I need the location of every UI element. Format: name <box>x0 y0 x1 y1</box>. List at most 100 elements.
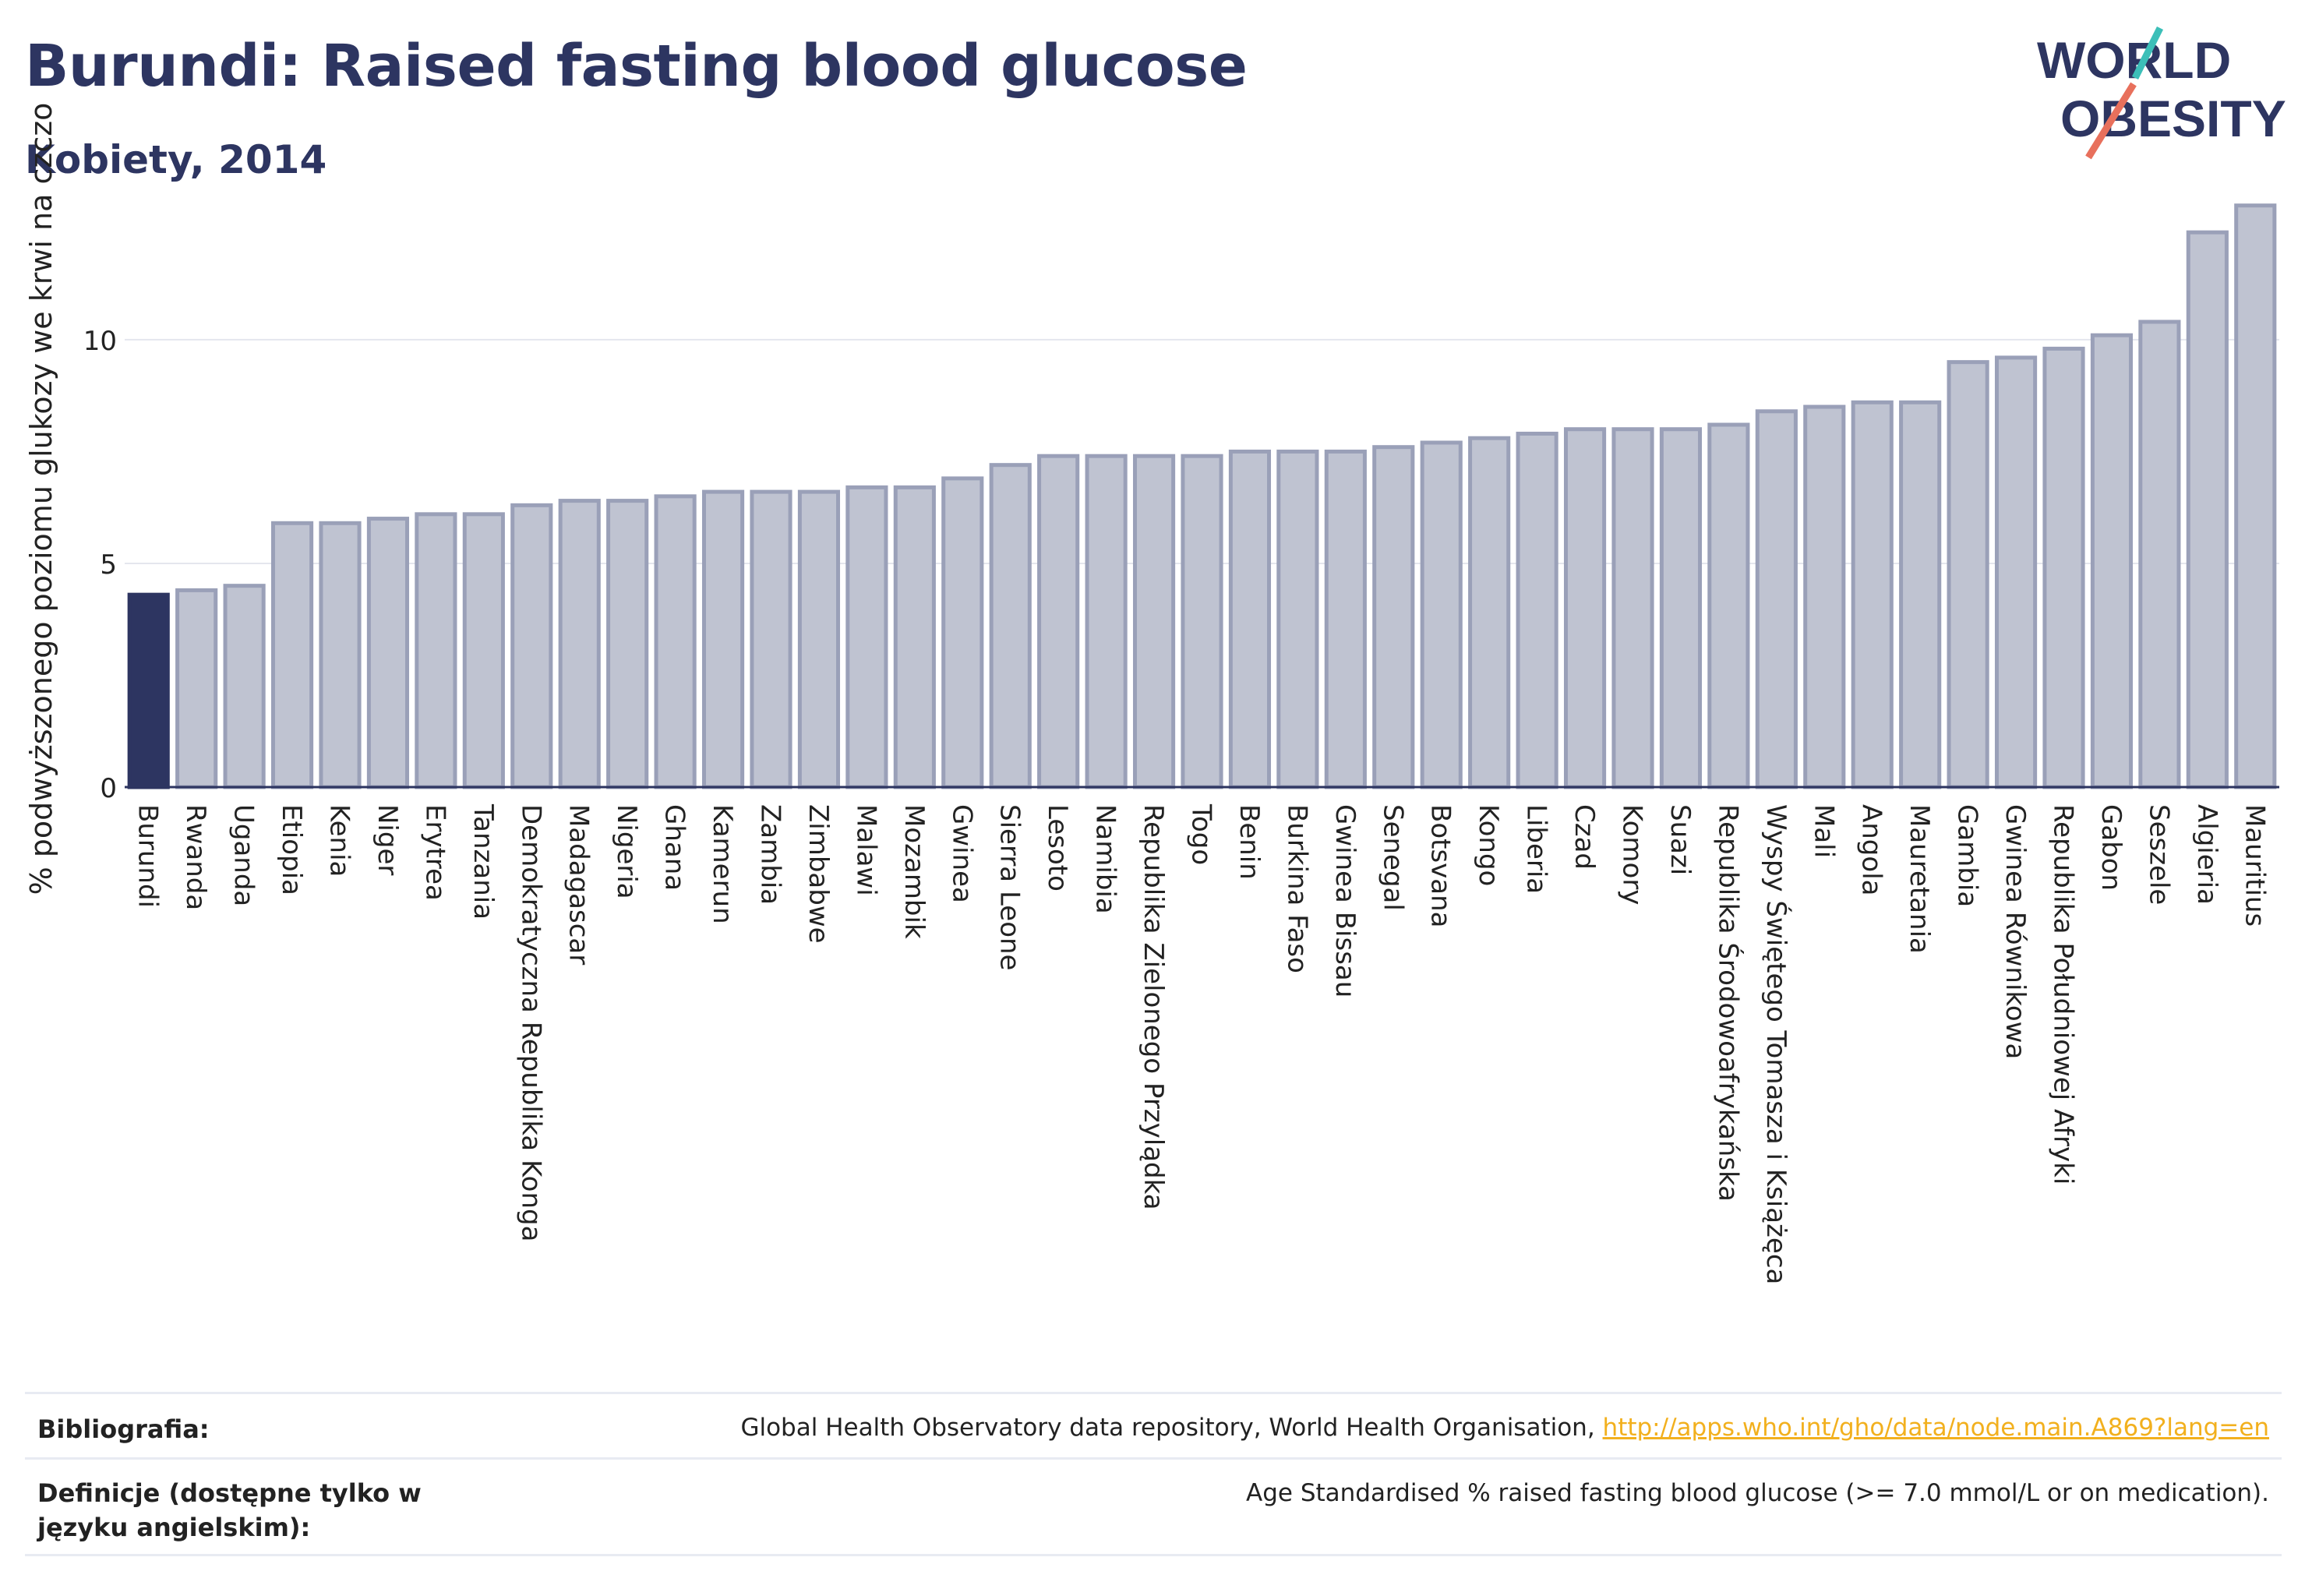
bar <box>1611 427 1654 789</box>
references-bottom-divider <box>25 1554 2282 1556</box>
x-tick-label: Komory <box>1617 804 1648 905</box>
x-tick-label: Tanzania <box>468 803 499 920</box>
x-tick-label: Republika Zielonego Przylądka <box>1138 804 1169 1210</box>
x-tick-label: Wyspy Świętego Tomasza i Książęca <box>1760 804 1792 1284</box>
bar <box>1468 436 1511 789</box>
bar <box>127 592 170 789</box>
x-tick-label: Republika Środowoafrykańska <box>1712 804 1744 1202</box>
x-tick-label: Gabon <box>2095 804 2127 891</box>
bar <box>750 489 792 789</box>
bar <box>415 512 457 789</box>
bar <box>1803 404 1846 789</box>
bar <box>462 512 505 789</box>
x-tick-label: Uganda <box>228 804 259 906</box>
bar <box>223 584 266 789</box>
x-tick-label: Mauretania <box>1904 804 1935 954</box>
bar <box>1132 454 1176 789</box>
x-tick-label: Kenia <box>324 804 355 877</box>
bar <box>845 485 888 789</box>
x-tick-label: Algieria <box>2191 804 2222 905</box>
chart-title: Burundi: Raised fasting blood glucose <box>25 33 1248 100</box>
bar <box>1085 454 1128 789</box>
x-tick-label: Malawi <box>850 804 881 896</box>
bar <box>1707 422 1750 789</box>
definitions-value: Age Standardised % raised fasting blood … <box>1246 1479 2269 1507</box>
x-tick-label: Suazi <box>1664 804 1696 875</box>
x-tick-label: Zimbabwe <box>803 804 834 944</box>
chart-subtitle: Kobiety, 2014 <box>25 137 327 182</box>
bar-chart: 0 5 10 Burundi Rwanda Uganda Etiopia Kenia Niger… <box>24 103 2279 1284</box>
bar <box>1420 440 1463 789</box>
x-tick-label: Burkina Faso <box>1281 804 1312 973</box>
bar <box>1899 400 1942 789</box>
y-tick-label: 10 <box>83 326 117 357</box>
y-tick-label: 0 <box>100 773 117 804</box>
bar <box>1947 360 1989 789</box>
bar <box>797 489 841 789</box>
bar <box>1324 449 1367 789</box>
x-tick-label: Zambia <box>755 804 786 905</box>
x-tick-label: Madagascar <box>563 804 595 965</box>
x-tick-label: Benin <box>1234 804 1265 880</box>
x-tick-label: Mozambik <box>898 804 930 939</box>
bibliography-label: Bibliografia: <box>37 1414 210 1444</box>
x-tick-label: Togo <box>1186 803 1217 865</box>
world-obesity-logo: WORLD OBESITY <box>2037 26 2286 160</box>
bar <box>606 499 649 789</box>
bar <box>1228 449 1272 789</box>
bar <box>654 494 697 789</box>
bar <box>2138 320 2181 789</box>
bar <box>989 463 1032 789</box>
x-tick-label: Botsvana <box>1425 804 1456 928</box>
logo-line1: WORLD <box>2037 31 2231 89</box>
bar <box>1755 409 1798 789</box>
bar <box>2090 333 2134 789</box>
x-tick-label: Nigeria <box>611 804 642 899</box>
references-middle-divider <box>25 1457 2282 1460</box>
x-tick-label: Namibia <box>1090 804 1121 914</box>
x-tick-label: Liberia <box>1521 804 1552 894</box>
bar <box>175 588 218 789</box>
x-tick-label: Gwinea Równikowa <box>2000 804 2031 1059</box>
x-tick-label: Kongo <box>1473 804 1504 886</box>
x-tick-label: Demokratyczna Republika Konga <box>515 804 546 1241</box>
bar <box>893 485 936 789</box>
bar <box>1181 454 1223 789</box>
x-tick-label: Burundi <box>132 804 164 908</box>
references-top-divider <box>25 1392 2282 1394</box>
bar <box>941 476 984 789</box>
bar <box>510 503 553 789</box>
bar <box>1037 454 1080 789</box>
x-tick-label: Seszele <box>2143 804 2174 905</box>
y-axis-title: % podwyższonego poziomu glukozy we krwi … <box>24 103 58 895</box>
x-tick-label: Rwanda <box>180 804 211 910</box>
bar <box>558 499 601 789</box>
bar <box>270 521 314 789</box>
x-tick-label: Lesoto <box>1042 804 1073 892</box>
bar <box>2042 346 2085 789</box>
bar <box>1276 449 1319 789</box>
x-tick-label: Sierra Leone <box>994 804 1025 970</box>
bibliography-link[interactable]: http://apps.who.int/gho/data/node.main.A… <box>1602 1414 2269 1442</box>
x-tick-label: Mauritius <box>2239 804 2270 927</box>
x-tick-label: Senegal <box>1377 804 1408 911</box>
x-tick-label: Etiopia <box>276 804 307 895</box>
logo-slash-teal <box>2131 26 2164 80</box>
x-tick-label: Niger <box>372 804 403 875</box>
bar <box>2186 230 2229 789</box>
bar <box>1563 427 1607 789</box>
bar <box>1659 427 1703 789</box>
definitions-label: Definicje (dostępne tylko w języku angie… <box>37 1478 422 1542</box>
bar <box>1516 431 1558 789</box>
x-tick-label: Gwinea Bissau <box>1329 804 1361 998</box>
x-tick-label: Ghana <box>659 804 690 891</box>
x-tick-label: Mali <box>1808 804 1839 858</box>
logo-slash-coral <box>2085 82 2137 160</box>
bibliography-value: Global Health Observatory data repositor… <box>740 1414 2269 1442</box>
x-tick-label: Erytrea <box>419 804 450 901</box>
x-tick-label: Czad <box>1569 804 1600 870</box>
bar <box>1851 400 1894 789</box>
bar <box>366 517 410 789</box>
x-tick-label: Republika Południowej Afryki <box>2048 804 2079 1185</box>
bibliography-text: Global Health Observatory data repositor… <box>740 1414 1603 1442</box>
